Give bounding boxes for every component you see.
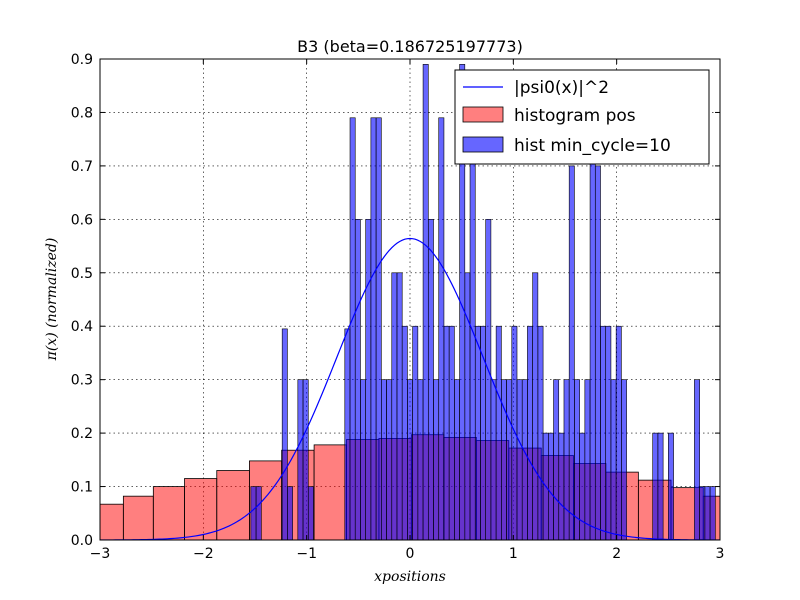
hist-min-cycle-bar xyxy=(553,379,560,540)
hist-min-cycle-bar xyxy=(506,379,513,540)
hist-min-cycle-bar xyxy=(548,432,554,540)
hist-min-cycle-bar xyxy=(511,325,518,540)
legend-label-psi0: |psi0(x)|^2 xyxy=(514,78,609,98)
histogram-pos-bar xyxy=(152,486,185,540)
hist-min-cycle-bar xyxy=(448,325,455,540)
hist-min-cycle-bar xyxy=(360,379,366,540)
hist-min-cycle-bar xyxy=(427,219,434,540)
hist-min-cycle-bar xyxy=(699,486,706,540)
hist-min-cycle-bar xyxy=(694,379,700,540)
plot-area: −3 −2 −1 0 1 2 3 0.0 0.1 0.2 0.3 0.4 0.5 0.6 0.7 0.8 0.9 xyxy=(71,52,725,562)
hist-min-cycle-bar xyxy=(255,486,262,540)
hist-min-cycle-bar xyxy=(610,379,617,540)
y-tick-label: 0.4 xyxy=(71,319,93,335)
hist-min-cycle-bar xyxy=(302,379,309,540)
hist-min-cycle-bar xyxy=(386,379,393,540)
histogram-pos-bar xyxy=(313,444,347,540)
hist-min-cycle-bar xyxy=(657,432,664,540)
y-tick-label: 0.6 xyxy=(71,212,93,228)
hist-min-cycle-bar xyxy=(474,325,481,540)
hist-min-cycle-bar xyxy=(412,325,419,540)
x-tick-label: 3 xyxy=(716,546,725,562)
x-tick-label: 2 xyxy=(612,546,621,562)
hist-min-cycle-bar xyxy=(537,325,544,540)
hist-min-cycle-bar xyxy=(297,379,304,540)
hist-min-cycle-bar xyxy=(344,328,351,540)
hist-min-cycle-bar xyxy=(527,325,533,540)
y-tick-label: 0.7 xyxy=(71,159,93,175)
hist-min-cycle-bar xyxy=(454,379,460,540)
hist-min-cycle-bar xyxy=(469,117,476,540)
hist-min-cycle-bar xyxy=(615,325,622,540)
hist-min-cycle-bar xyxy=(485,219,492,540)
hist-min-cycle-bar xyxy=(589,117,596,540)
hist-min-cycle-bar xyxy=(250,486,257,540)
y-tick-label: 0.5 xyxy=(71,266,93,282)
hist-min-cycle-bar xyxy=(287,486,293,540)
hist-min-cycle-bar xyxy=(281,328,288,540)
hist-min-cycle-bar xyxy=(521,379,528,540)
hist-min-cycle-bar xyxy=(433,379,440,540)
hist-min-cycle-bar xyxy=(584,379,591,540)
hist-min-cycle-bar xyxy=(594,165,601,540)
y-tick-label: 0.1 xyxy=(71,480,93,496)
hist-min-cycle-bar xyxy=(652,432,659,540)
hist-min-cycle-bar xyxy=(563,379,570,540)
legend-label-hist-min-cycle: hist min_cycle=10 xyxy=(514,136,671,156)
hist-min-cycle-bar xyxy=(438,117,445,540)
hist-min-cycle-bar xyxy=(568,165,575,540)
hist-min-cycle-bar xyxy=(490,379,497,540)
hist-min-cycle-bar xyxy=(704,486,711,540)
hist-min-cycle-bar xyxy=(375,117,382,540)
hist-min-cycle-bar xyxy=(621,379,627,540)
hist-min-cycle-bar xyxy=(307,486,314,540)
hist-min-cycle-bar xyxy=(417,379,424,540)
x-tick-label: −3 xyxy=(90,546,111,562)
y-tick-label: 0.8 xyxy=(71,105,93,121)
hist-min-cycle-bar xyxy=(605,325,612,540)
y-tick-label: 0.9 xyxy=(71,52,93,68)
psi0-curve xyxy=(100,237,720,540)
y-axis-label: π(x) (normalized) xyxy=(44,238,60,362)
x-tick-label: −1 xyxy=(296,546,317,562)
legend-swatch-hist-min-cycle xyxy=(462,136,504,153)
x-tick-label: 1 xyxy=(509,546,518,562)
hist-min-cycle-bar xyxy=(495,325,502,540)
hist-min-cycle-bar xyxy=(668,432,674,540)
x-tick-label: 0 xyxy=(406,546,415,562)
hist-min-cycle-bar xyxy=(365,219,372,540)
y-tick-label: 0.3 xyxy=(71,373,93,389)
hist-min-cycle-bar xyxy=(407,379,413,540)
histogram-pos-bar xyxy=(184,478,218,540)
histogram-pos-bar xyxy=(122,495,154,540)
hist-min-cycle-bar xyxy=(600,325,607,540)
hist-min-cycle-bar xyxy=(354,219,361,540)
hist-min-cycle-bar xyxy=(401,325,408,540)
x-axis-label: xpositions xyxy=(374,569,446,585)
x-tick-label: −2 xyxy=(193,546,214,562)
hist-min-cycle-bar xyxy=(516,379,523,540)
hist-min-cycle-bar xyxy=(443,325,450,540)
hist-min-cycle-bar xyxy=(370,117,377,540)
legend: |psi0(x)|^2 histogram pos hist min_cycle=1… xyxy=(454,69,710,165)
histogram-pos-bar xyxy=(100,503,124,540)
hist-min-cycle-bar xyxy=(422,64,429,540)
hist-min-cycle-bar xyxy=(709,486,716,540)
chart-title: B3 (beta=0.186725197773) xyxy=(297,37,523,56)
y-tick-label: 0.2 xyxy=(71,426,93,442)
hist-min-cycle-bar xyxy=(558,432,565,540)
hist-min-cycle-bar xyxy=(391,272,398,540)
hist-min-cycle-bar xyxy=(349,117,356,540)
hist-min-cycle-bar xyxy=(396,272,403,540)
hist-min-cycle-bar xyxy=(579,432,586,540)
hist-min-cycle-bar xyxy=(532,272,539,540)
legend-label-histogram-pos: histogram pos xyxy=(514,106,636,126)
hist-min-cycle-bar xyxy=(381,379,387,540)
legend-swatch-histogram-pos xyxy=(462,106,504,123)
y-tick-label: 0.0 xyxy=(71,533,93,549)
